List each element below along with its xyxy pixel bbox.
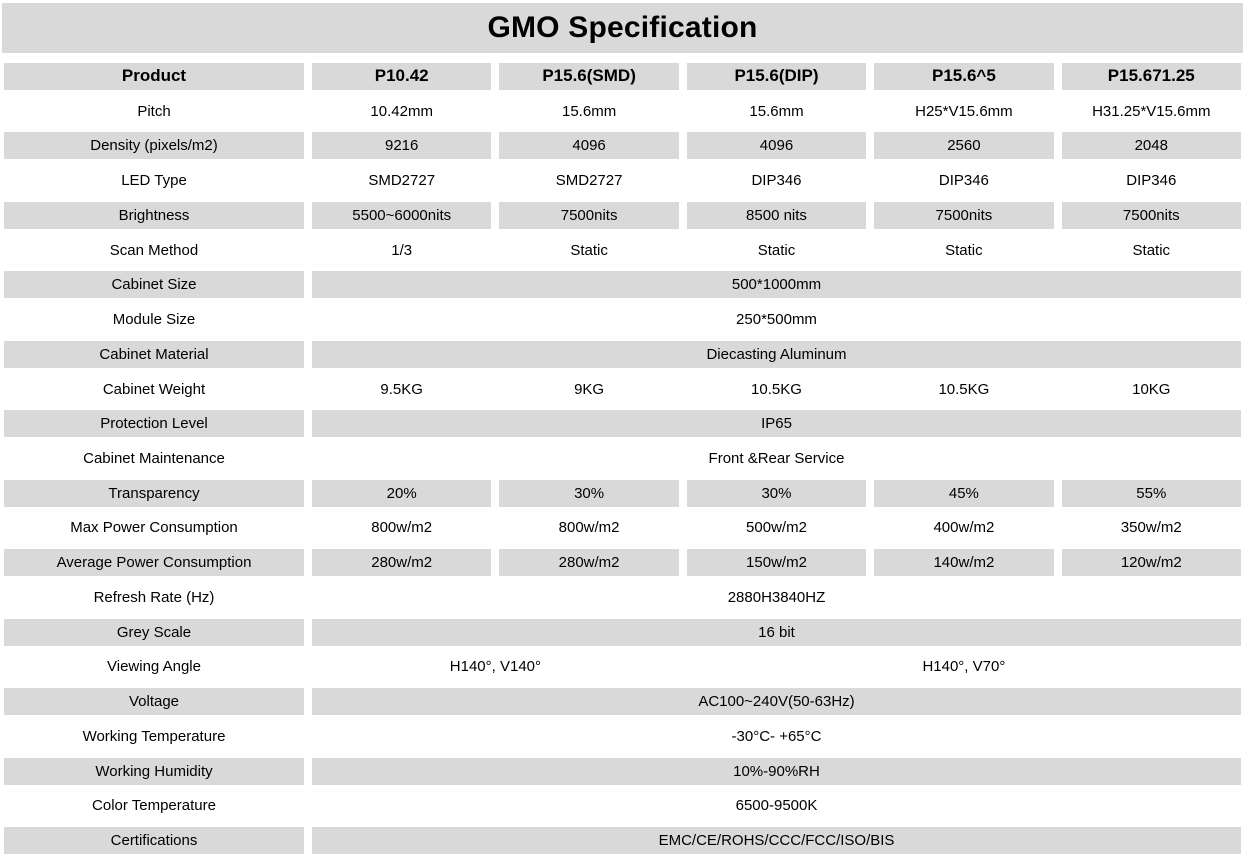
value-cell: 45% — [870, 475, 1058, 511]
value-cell: DIP346 — [1057, 163, 1245, 198]
row-label: Module Size — [0, 302, 308, 337]
spec-sheet-page: GMO Specification Product P10.42 P15.6(SMD… — [0, 3, 1245, 858]
row-label: Pitch — [0, 93, 308, 129]
value-cell: 150w/m2 — [682, 545, 871, 581]
value-cell: 55% — [1057, 475, 1245, 511]
value-cell: DIP346 — [682, 163, 871, 198]
row-label: Viewing Angle — [0, 649, 308, 685]
value-cell: 9216 — [308, 128, 496, 164]
value-cell: 120w/m2 — [1057, 545, 1245, 581]
value-cell: 500w/m2 — [682, 510, 871, 546]
merged-value-cell: AC100~240V(50-63Hz) — [308, 684, 1245, 720]
value-cell: 30% — [682, 475, 871, 511]
header-cell-model: P10.42 — [308, 59, 496, 94]
row-label: Protection Level — [0, 406, 308, 442]
value-cell: DIP346 — [870, 163, 1058, 198]
value-cell: 4096 — [495, 128, 683, 164]
title-bar: GMO Specification — [2, 3, 1243, 53]
row-label: Brightness — [0, 197, 308, 233]
value-cell: 4096 — [682, 128, 871, 164]
row-label: Voltage — [0, 684, 308, 720]
value-cell: 800w/m2 — [308, 510, 496, 546]
row-label: Certifications — [0, 823, 308, 858]
value-cell: Static — [682, 232, 871, 268]
value-cell: 9KG — [495, 371, 683, 407]
value-cell: 10.5KG — [682, 371, 871, 407]
row-label: Grey Scale — [0, 614, 308, 650]
header-cell-model: P15.671.25 — [1057, 59, 1245, 94]
merged-value-cell: -30°C- +65°C — [308, 719, 1245, 754]
value-cell: Static — [1057, 232, 1245, 268]
value-cell: 30% — [495, 475, 683, 511]
value-cell: 10.5KG — [870, 371, 1058, 407]
value-cell: 280w/m2 — [495, 545, 683, 581]
value-cell: 1/3 — [308, 232, 496, 268]
row-label: LED Type — [0, 163, 308, 198]
row-label: Average Power Consumption — [0, 545, 308, 581]
row-label: Color Temperature — [0, 788, 308, 824]
value-cell: H31.25*V15.6mm — [1057, 93, 1245, 129]
value-cell: 5500~6000nits — [308, 197, 496, 233]
span-value-cell: H140°, V70° — [682, 649, 1245, 685]
value-cell: 280w/m2 — [308, 545, 496, 581]
merged-value-cell: 16 bit — [308, 614, 1245, 650]
merged-value-cell: IP65 — [308, 406, 1245, 442]
row-label: Working Humidity — [0, 753, 308, 789]
value-cell: 10.42mm — [308, 93, 496, 129]
merged-value-cell: Diecasting Aluminum — [308, 336, 1245, 372]
span-value-cell: H140°, V140° — [308, 649, 683, 685]
value-cell: 2048 — [1057, 128, 1245, 164]
merged-value-cell: Front &Rear Service — [308, 441, 1245, 476]
value-cell: 2560 — [870, 128, 1058, 164]
row-label: Max Power Consumption — [0, 510, 308, 546]
value-cell: 7500nits — [870, 197, 1058, 233]
value-cell: 15.6mm — [495, 93, 683, 129]
value-cell: Static — [870, 232, 1058, 268]
row-label: Density (pixels/m2) — [0, 128, 308, 164]
merged-value-cell: 500*1000mm — [308, 267, 1245, 303]
header-cell-product: Product — [0, 59, 308, 94]
merged-value-cell: 2880H3840HZ — [308, 580, 1245, 615]
value-cell: H25*V15.6mm — [870, 93, 1058, 129]
value-cell: 140w/m2 — [870, 545, 1058, 581]
page-title: GMO Specification — [487, 11, 758, 44]
header-cell-model: P15.6(SMD) — [495, 59, 683, 94]
value-cell: 350w/m2 — [1057, 510, 1245, 546]
row-label: Cabinet Material — [0, 336, 308, 372]
row-label: Cabinet Weight — [0, 371, 308, 407]
row-label: Cabinet Size — [0, 267, 308, 303]
merged-value-cell: EMC/CE/ROHS/CCC/FCC/ISO/BIS — [308, 823, 1245, 858]
merged-value-cell: 10%-90%RH — [308, 753, 1245, 789]
value-cell: SMD2727 — [495, 163, 683, 198]
value-cell: 20% — [308, 475, 496, 511]
merged-value-cell: 250*500mm — [308, 302, 1245, 337]
value-cell: Static — [495, 232, 683, 268]
value-cell: 9.5KG — [308, 371, 496, 407]
row-label: Transparency — [0, 475, 308, 511]
value-cell: SMD2727 — [308, 163, 496, 198]
value-cell: 800w/m2 — [495, 510, 683, 546]
spec-table: Product P10.42 P15.6(SMD) P15.6(DIP) P15.6^5… — [0, 59, 1245, 858]
row-label: Cabinet Maintenance — [0, 441, 308, 476]
value-cell: 15.6mm — [682, 93, 871, 129]
row-label: Scan Method — [0, 232, 308, 268]
value-cell: 400w/m2 — [870, 510, 1058, 546]
header-cell-model: P15.6(DIP) — [682, 59, 871, 94]
value-cell: 10KG — [1057, 371, 1245, 407]
row-label: Working Temperature — [0, 719, 308, 754]
value-cell: 8500 nits — [682, 197, 871, 233]
value-cell: 7500nits — [495, 197, 683, 233]
merged-value-cell: 6500-9500K — [308, 788, 1245, 824]
row-label: Refresh Rate (Hz) — [0, 580, 308, 615]
header-cell-model: P15.6^5 — [870, 59, 1058, 94]
value-cell: 7500nits — [1057, 197, 1245, 233]
